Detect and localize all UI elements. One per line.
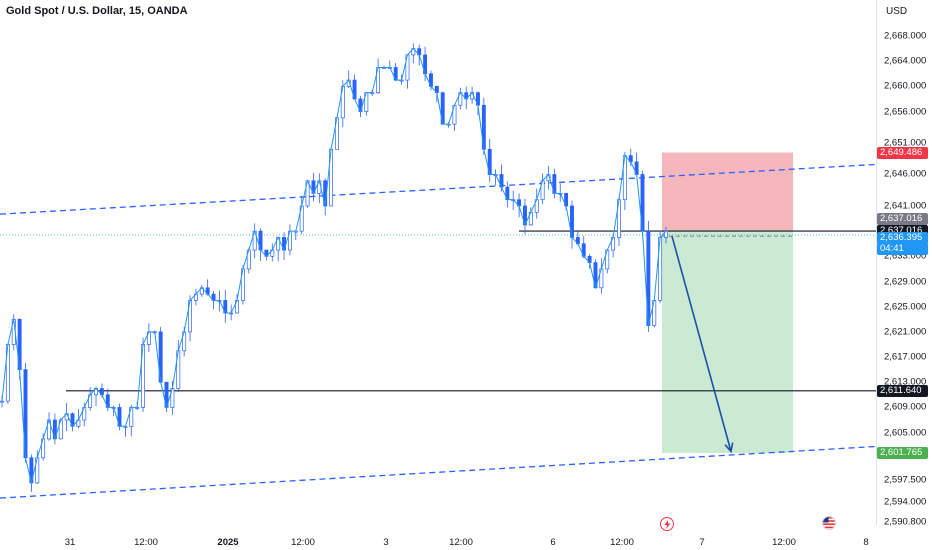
price-tick-label: 2,651.000 [884,137,927,149]
candle-body [0,400,4,403]
time-tick-label: 7 [699,537,705,548]
price-tick-label: 2,609.000 [884,401,927,413]
support-price-label: 2,611.640 [877,384,928,397]
time-tick-label: 3 [383,537,389,548]
bar-countdown-label: 04:41 [877,242,928,255]
time-tick-label: 31 [64,537,76,548]
lightning-event-icon[interactable] [660,517,674,531]
chart-title: Gold Spot / U.S. Dollar, 15, OANDA [6,5,188,17]
price-tick-label: 2,668.000 [884,30,927,42]
time-tick-label: 12:00 [134,537,158,548]
upper-channel-line[interactable] [0,163,876,215]
time-tick-label: 12:00 [291,537,315,548]
price-tick-label: 2,633.000 [884,250,927,262]
current-price-label: 2,636.395 [877,231,928,244]
price-chart[interactable] [0,0,876,525]
price-tick-label: 2,617.000 [884,351,927,363]
price-tick-label: 2,664.000 [884,55,927,67]
us-flag-icon[interactable] [822,516,836,530]
price-tick-label: 2,641.000 [884,200,927,212]
stop-loss-zone[interactable] [662,152,793,232]
take-profit-zone[interactable] [662,231,793,453]
price-series [0,43,668,492]
price-tick-label: 2,621.000 [884,326,927,338]
price-tick-label: 2,613.000 [884,376,927,388]
projection-arrow-head [724,442,734,454]
time-tick-label: 12:00 [449,537,473,548]
stop-loss-price-label: 2,649.486 [877,146,928,159]
projection-arrow-shaft[interactable] [671,235,732,452]
price-tick-label: 2,660.000 [884,80,927,92]
lower-channel-line[interactable] [0,445,876,499]
price-tick-label: 2,597.500 [884,474,927,486]
price-line [1,47,667,484]
price-tick-label: 2,590.800 [884,516,927,528]
time-tick-label: 2025 [217,537,239,548]
entry-top-price-label: 2,637.016 [877,213,928,226]
time-tick-label: 12:00 [610,537,634,548]
price-tick-label: 2,656.000 [884,106,927,118]
price-tick-label: 2,605.000 [884,427,927,439]
target-price-label: 2,601.765 [877,446,928,459]
time-tick-label: 8 [863,537,869,548]
time-tick-label: 6 [550,537,556,548]
price-tick-label: 2,646.000 [884,168,927,180]
time-axis[interactable]: 31 12:00 2025 12:00 3 12:00 6 12:00 7 12:00 8 [0,525,876,550]
currency-label[interactable]: USD [886,6,908,17]
time-tick-label: 12:00 [772,537,796,548]
projection-arrow[interactable] [671,235,734,454]
price-tick-label: 2,629.000 [884,276,927,288]
price-tick-label: 2,625.000 [884,301,927,313]
price-axis[interactable]: USD [876,0,932,525]
price-tick-label: 2,594.000 [884,496,927,508]
